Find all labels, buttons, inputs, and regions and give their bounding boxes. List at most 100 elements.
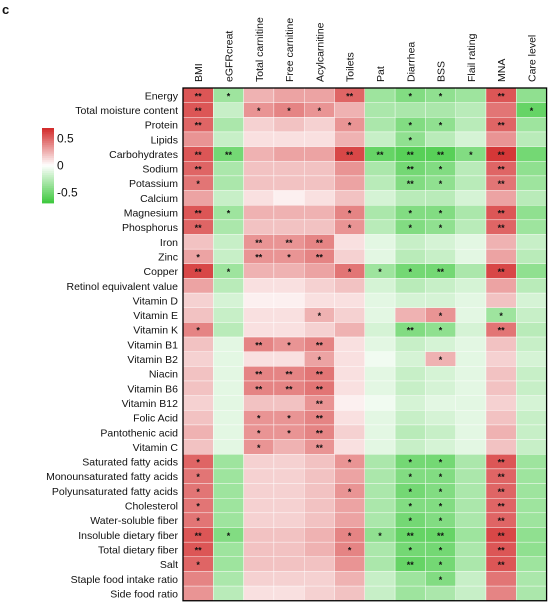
heatmap-cell bbox=[516, 190, 547, 206]
significance-mark: ** bbox=[346, 150, 354, 160]
row-label: Carbohydrates bbox=[109, 149, 178, 161]
significance-mark: * bbox=[439, 545, 443, 555]
significance-mark: * bbox=[439, 560, 443, 570]
significance-mark: * bbox=[439, 311, 443, 321]
heatmap-cell bbox=[516, 263, 547, 279]
significance-mark: * bbox=[318, 311, 322, 321]
heatmap-cell bbox=[213, 380, 244, 396]
heatmap-cell bbox=[182, 336, 214, 352]
significance-mark: * bbox=[408, 502, 412, 512]
heatmap-cell bbox=[213, 190, 244, 206]
heatmap-cell bbox=[213, 512, 244, 528]
significance-mark: ** bbox=[195, 223, 203, 233]
heatmap-cell bbox=[516, 87, 547, 103]
significance-mark: * bbox=[348, 267, 352, 277]
row-label: Water-soluble fiber bbox=[90, 515, 178, 527]
heatmap-cell bbox=[516, 175, 547, 191]
heatmap-cell bbox=[273, 146, 305, 162]
heatmap-cell bbox=[334, 292, 365, 308]
significance-mark: * bbox=[227, 267, 231, 277]
significance-mark: ** bbox=[498, 487, 506, 497]
heatmap-cell bbox=[243, 87, 275, 103]
colorbar-segment bbox=[42, 135, 54, 138]
significance-mark: ** bbox=[498, 502, 506, 512]
heatmap-cell bbox=[485, 366, 517, 382]
column-label: Total carnitine bbox=[254, 17, 266, 82]
significance-mark: ** bbox=[195, 150, 203, 160]
heatmap-cell bbox=[243, 146, 275, 162]
heatmap-cell bbox=[273, 307, 305, 323]
heatmap-cell bbox=[516, 351, 547, 367]
heatmap-cell bbox=[364, 454, 396, 470]
panel-label: c bbox=[2, 2, 9, 17]
heatmap-cell bbox=[516, 380, 547, 396]
significance-mark: ** bbox=[195, 91, 203, 101]
significance-mark: * bbox=[408, 545, 412, 555]
heatmap-cell bbox=[304, 278, 335, 294]
heatmap-cell bbox=[455, 454, 487, 470]
heatmap-cell bbox=[213, 454, 244, 470]
heatmap-cell bbox=[485, 410, 517, 426]
significance-mark: * bbox=[439, 458, 443, 468]
colorbar-tick-label: 0.5 bbox=[57, 132, 74, 146]
significance-mark: ** bbox=[407, 560, 415, 570]
heatmap-cell bbox=[304, 571, 335, 587]
significance-marks: ** * ** * * **** * * * *** * * * ***** ** ** ** ** ** * ****… bbox=[195, 91, 534, 584]
colorbar-segment bbox=[42, 159, 54, 163]
heatmap-cell bbox=[334, 410, 365, 426]
significance-mark: * bbox=[378, 531, 382, 541]
heatmap-cell bbox=[516, 117, 547, 133]
heatmap-cell bbox=[364, 366, 396, 382]
colorbar-segment bbox=[42, 178, 54, 181]
row-label: Total dietary fiber bbox=[98, 544, 178, 556]
heatmap-cell bbox=[182, 278, 214, 294]
heatmap-cell bbox=[485, 585, 517, 601]
colorbar-segment bbox=[42, 129, 54, 133]
row-label: Retinol equivalent value bbox=[67, 281, 179, 293]
colorbar-segment bbox=[42, 201, 54, 204]
heatmap-cell bbox=[364, 439, 396, 455]
row-label: Vitamin C bbox=[133, 442, 179, 454]
significance-mark: * bbox=[318, 355, 322, 365]
heatmap-cell bbox=[455, 322, 487, 338]
heatmap-cell bbox=[485, 351, 517, 367]
heatmap-cell bbox=[273, 175, 305, 191]
significance-mark: ** bbox=[316, 428, 324, 438]
heatmap-cell bbox=[243, 307, 275, 323]
heatmap-cell bbox=[304, 190, 335, 206]
row-label: Sodium bbox=[142, 164, 178, 176]
heatmap-cell bbox=[213, 366, 244, 382]
heatmap-cell bbox=[425, 410, 456, 426]
significance-mark: * bbox=[196, 487, 200, 497]
heatmap-cell bbox=[273, 117, 305, 133]
heatmap-cell bbox=[516, 219, 547, 235]
heatmap-cell bbox=[213, 307, 244, 323]
significance-mark: * bbox=[348, 458, 352, 468]
heatmap-cell bbox=[334, 234, 365, 250]
heatmap-cell bbox=[455, 395, 487, 411]
heatmap-cell bbox=[364, 87, 396, 103]
heatmap-cell bbox=[394, 366, 426, 382]
significance-mark: ** bbox=[498, 121, 506, 131]
significance-mark: * bbox=[348, 121, 352, 131]
significance-mark: ** bbox=[498, 472, 506, 482]
heatmap-cell bbox=[516, 131, 547, 147]
significance-mark: ** bbox=[498, 516, 506, 526]
heatmap-cell bbox=[516, 204, 547, 221]
row-label: Cholesterol bbox=[125, 501, 178, 513]
heatmap-cell bbox=[516, 366, 547, 382]
column-label: MNA bbox=[496, 59, 508, 82]
heatmap-cell bbox=[243, 395, 275, 411]
column-label: BSS bbox=[436, 61, 448, 82]
significance-mark: * bbox=[348, 545, 352, 555]
heatmap-cell bbox=[304, 541, 335, 558]
heatmap-cell bbox=[334, 336, 365, 352]
heatmap-cell bbox=[273, 263, 305, 279]
heatmap-cell bbox=[394, 234, 426, 250]
significance-mark: * bbox=[439, 326, 443, 336]
heatmap-cell bbox=[213, 424, 244, 440]
heatmap-cell bbox=[485, 102, 517, 118]
heatmap-frame bbox=[182, 87, 548, 602]
heatmap-cell bbox=[516, 146, 547, 162]
significance-mark: ** bbox=[316, 238, 324, 248]
